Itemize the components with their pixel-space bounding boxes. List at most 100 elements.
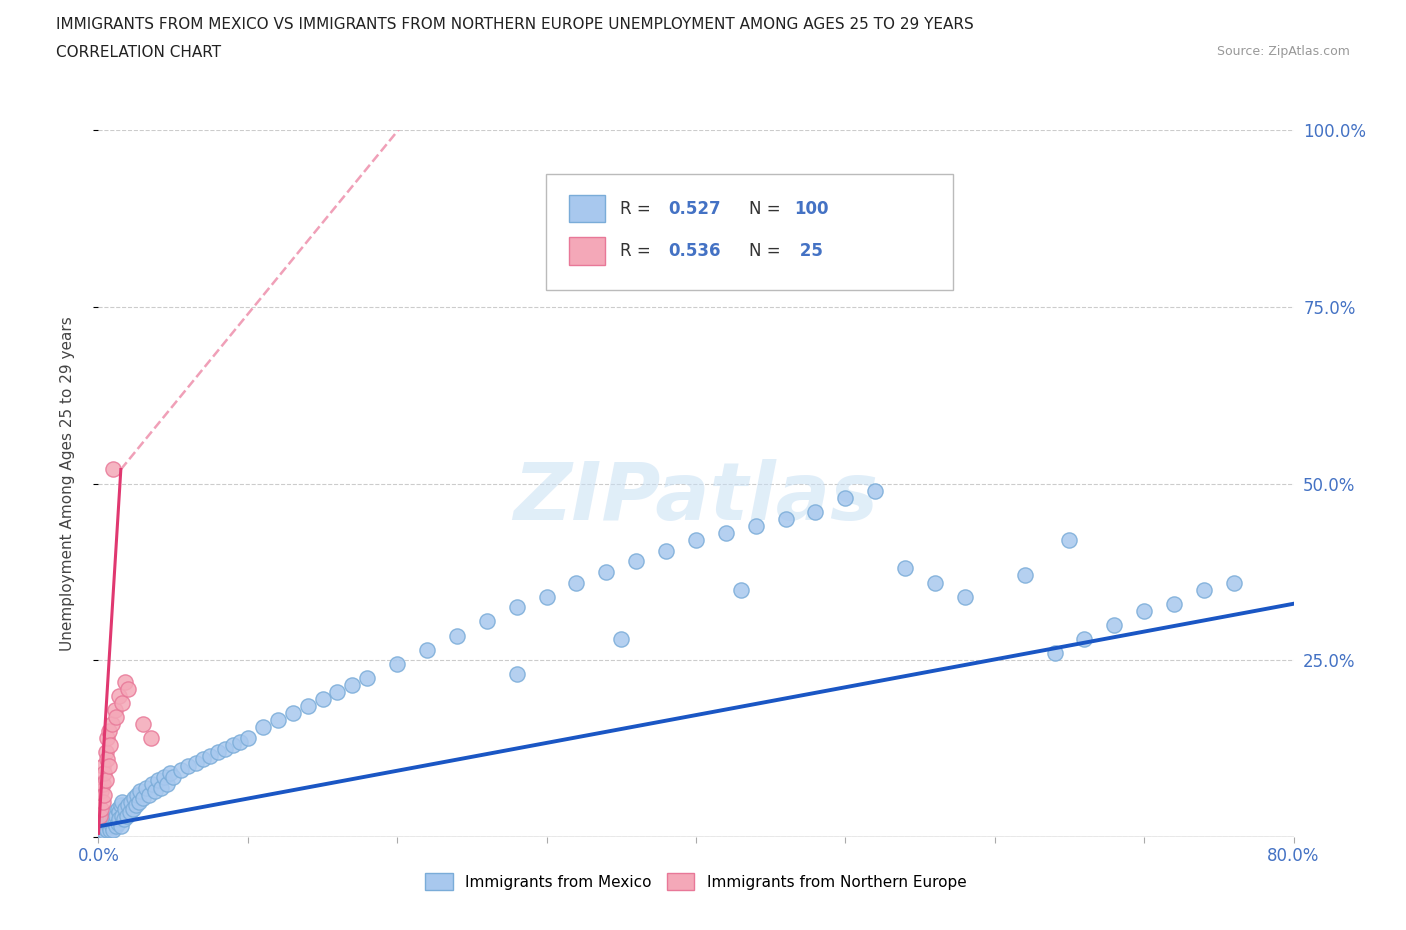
Point bbox=[103, 812, 125, 827]
Point bbox=[94, 773, 117, 788]
Point bbox=[1133, 604, 1156, 618]
Point bbox=[110, 798, 132, 813]
Point bbox=[117, 681, 139, 696]
Point bbox=[105, 808, 128, 823]
Text: 100: 100 bbox=[794, 200, 830, 218]
Point bbox=[128, 794, 150, 809]
Text: N =: N = bbox=[749, 200, 786, 218]
Point bbox=[124, 790, 146, 805]
Point bbox=[1059, 533, 1081, 548]
Point bbox=[118, 804, 141, 819]
Text: Source: ZipAtlas.com: Source: ZipAtlas.com bbox=[1216, 45, 1350, 58]
Point bbox=[108, 812, 131, 827]
Point bbox=[101, 819, 124, 834]
Point bbox=[139, 731, 162, 746]
Point bbox=[108, 688, 131, 703]
Point bbox=[108, 804, 131, 819]
Point bbox=[297, 698, 319, 713]
Point bbox=[114, 674, 136, 689]
Point bbox=[100, 822, 122, 837]
Point bbox=[610, 631, 633, 646]
Point bbox=[115, 808, 138, 823]
Point bbox=[536, 590, 558, 604]
Text: R =: R = bbox=[620, 200, 657, 218]
Point bbox=[565, 575, 588, 590]
Point bbox=[104, 804, 127, 819]
Point bbox=[125, 798, 148, 813]
Point bbox=[105, 819, 128, 834]
Text: R =: R = bbox=[620, 243, 657, 260]
Point bbox=[103, 822, 125, 837]
Point bbox=[953, 590, 976, 604]
Point bbox=[96, 731, 118, 746]
Point bbox=[252, 720, 274, 735]
Point bbox=[626, 554, 648, 569]
Point bbox=[110, 819, 132, 834]
Point bbox=[150, 780, 173, 795]
Point bbox=[446, 628, 468, 643]
Point bbox=[894, 561, 917, 576]
Point bbox=[103, 462, 125, 477]
Point bbox=[127, 787, 149, 802]
Point bbox=[475, 614, 498, 629]
Point bbox=[1104, 618, 1126, 632]
Point bbox=[214, 741, 236, 756]
Point bbox=[97, 812, 120, 827]
Point bbox=[94, 821, 117, 836]
Point bbox=[132, 716, 155, 731]
Point bbox=[207, 745, 229, 760]
Point bbox=[655, 543, 678, 558]
Point bbox=[1014, 568, 1036, 583]
Point bbox=[111, 794, 134, 809]
Point bbox=[107, 802, 129, 817]
Point bbox=[96, 751, 118, 766]
Text: 0.536: 0.536 bbox=[668, 243, 720, 260]
Point bbox=[416, 643, 439, 658]
Point bbox=[107, 816, 129, 830]
Point bbox=[385, 657, 409, 671]
Text: CORRELATION CHART: CORRELATION CHART bbox=[56, 45, 221, 60]
Point bbox=[191, 751, 214, 766]
Point bbox=[184, 755, 207, 770]
Point bbox=[775, 512, 797, 526]
Point bbox=[153, 769, 176, 784]
Point bbox=[91, 759, 114, 774]
Point bbox=[132, 790, 155, 805]
Point bbox=[222, 737, 245, 752]
Point bbox=[129, 784, 152, 799]
Point bbox=[96, 822, 118, 837]
Point bbox=[159, 766, 181, 781]
Point bbox=[135, 780, 157, 795]
Point bbox=[91, 819, 114, 834]
Point bbox=[100, 737, 122, 752]
Point bbox=[120, 794, 142, 809]
Point bbox=[121, 802, 143, 817]
Point bbox=[162, 769, 184, 784]
Point bbox=[865, 484, 887, 498]
Point bbox=[143, 784, 166, 799]
Point bbox=[138, 787, 160, 802]
Point bbox=[94, 816, 117, 830]
Text: 0.527: 0.527 bbox=[668, 200, 720, 218]
Point bbox=[93, 766, 115, 781]
Point bbox=[100, 808, 122, 823]
Point bbox=[156, 777, 179, 791]
Point bbox=[281, 706, 304, 721]
Point bbox=[924, 575, 946, 590]
Point bbox=[93, 824, 115, 839]
Point bbox=[356, 671, 378, 685]
Point bbox=[93, 787, 115, 802]
Point bbox=[91, 777, 114, 791]
Point bbox=[177, 759, 200, 774]
Point bbox=[90, 802, 112, 817]
Point bbox=[1223, 575, 1246, 590]
Point bbox=[169, 763, 191, 777]
Point bbox=[1163, 596, 1185, 611]
Point bbox=[267, 713, 290, 728]
Point bbox=[1192, 582, 1215, 597]
Point bbox=[141, 777, 163, 791]
Text: 25: 25 bbox=[794, 243, 824, 260]
Point bbox=[101, 816, 124, 830]
Point bbox=[714, 525, 737, 540]
Point bbox=[311, 692, 333, 707]
